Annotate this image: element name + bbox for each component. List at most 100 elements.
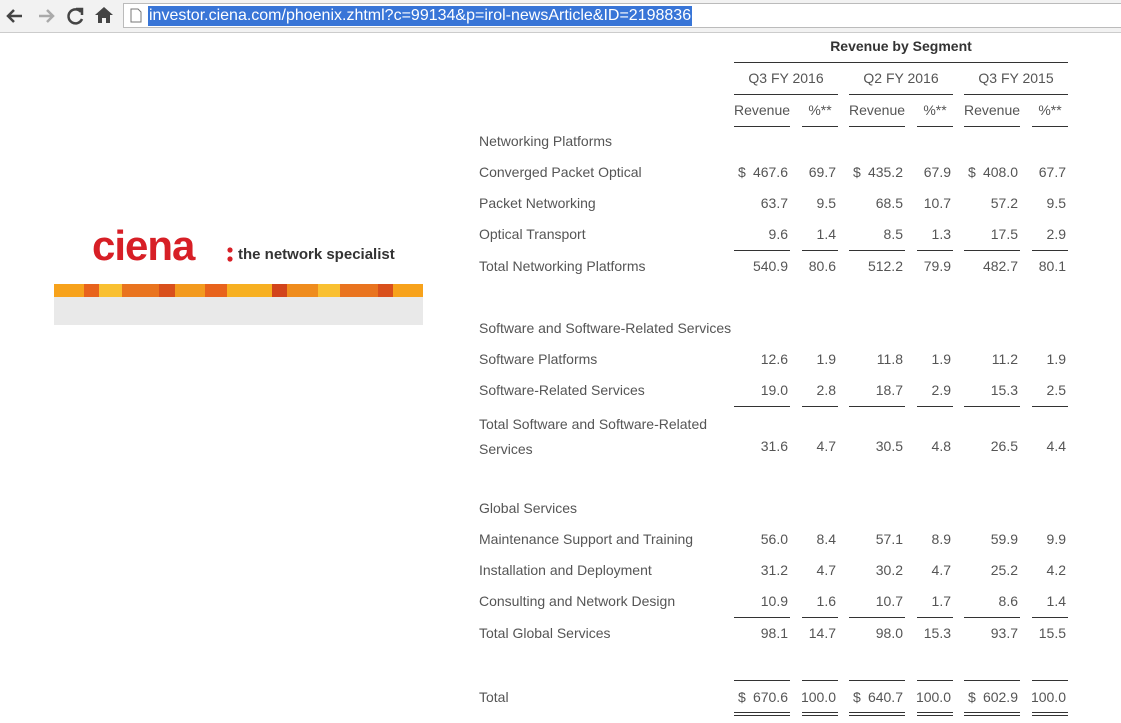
rule — [802, 680, 838, 681]
cell-value: 10.7 — [875, 593, 903, 609]
cell-value: 67.7 — [1038, 164, 1066, 180]
row-label: Consulting and Network Design — [479, 593, 676, 609]
nav-icons — [6, 7, 113, 25]
cell-value: 17.5 — [990, 226, 1018, 242]
rule — [849, 406, 905, 407]
table-title: Revenue by Segment — [830, 38, 972, 54]
currency-sign: $ — [738, 164, 746, 180]
cell-value: 57.1 — [875, 531, 903, 547]
currency-sign: $ — [738, 689, 746, 705]
row-label: Packet Networking — [479, 195, 596, 211]
cell-value: 56.0 — [760, 531, 788, 547]
rule — [1032, 406, 1068, 407]
column-header: Revenue — [849, 102, 906, 118]
rule — [1032, 712, 1068, 713]
row-label: Converged Packet Optical — [479, 164, 642, 180]
cell-value: 8.4 — [816, 531, 836, 547]
period-header: Q3 FY 2015 — [978, 70, 1054, 86]
rule — [849, 715, 905, 716]
section-label: Networking Platforms — [479, 133, 613, 149]
cell-value: 467.6 — [752, 164, 788, 180]
column-header: Revenue — [734, 102, 791, 118]
currency-sign: $ — [968, 164, 976, 180]
rule — [849, 126, 905, 127]
cell-value: 30.5 — [875, 438, 903, 454]
back-button[interactable] — [6, 9, 22, 23]
cell-value: 63.7 — [760, 195, 788, 211]
cell-value: 80.1 — [1038, 258, 1066, 274]
rule — [964, 406, 1020, 407]
cell-value: 9.5 — [1046, 195, 1066, 211]
logo-brand: ciena — [92, 222, 195, 269]
cell-value: 540.9 — [752, 258, 788, 274]
cell-value: 100.0 — [1030, 689, 1066, 705]
currency-sign: $ — [853, 689, 861, 705]
cell-value: 15.3 — [990, 382, 1018, 398]
cell-value: 11.2 — [991, 351, 1018, 367]
row-label: Software-Related Services — [479, 382, 645, 398]
section-label: Software and Software-Related Services — [479, 320, 732, 336]
cell-value: 98.0 — [875, 625, 903, 641]
rule — [849, 250, 905, 251]
cell-value: 1.4 — [1046, 593, 1066, 609]
cell-value: 15.5 — [1038, 625, 1066, 641]
cell-value: 12.6 — [760, 351, 788, 367]
cell-value: 4.7 — [816, 438, 836, 454]
cell-value: 1.9 — [931, 351, 951, 367]
rule — [1032, 715, 1068, 716]
reload-button[interactable] — [67, 7, 84, 25]
cell-value: 9.5 — [816, 195, 836, 211]
cell-value: 670.6 — [752, 689, 788, 705]
rule — [734, 250, 790, 251]
rule — [917, 250, 953, 251]
cell-value: 30.2 — [875, 562, 903, 578]
row-label: Total Software and Software-Related Serv… — [479, 416, 708, 457]
rule — [802, 617, 838, 618]
rule — [849, 680, 905, 681]
cell-value: 8.5 — [883, 226, 903, 242]
cell-value: 2.9 — [1046, 226, 1066, 242]
cell-value: 100.0 — [800, 689, 836, 705]
rule — [917, 715, 953, 716]
url-text[interactable]: investor.ciena.com/phoenix.zhtml?c=99134… — [148, 6, 693, 26]
cell-value: 640.7 — [867, 689, 903, 705]
cell-value: 11.8 — [876, 351, 903, 367]
cell-value: 512.2 — [867, 258, 903, 274]
rule — [964, 680, 1020, 681]
cell-value: 80.6 — [808, 258, 836, 274]
cell-value: 31.2 — [760, 562, 788, 578]
cell-value: 4.7 — [931, 562, 951, 578]
cell-value: 482.7 — [982, 258, 1018, 274]
rule — [917, 680, 953, 681]
cell-value: 1.7 — [931, 593, 951, 609]
cell-value: 1.6 — [816, 593, 836, 609]
rule — [734, 126, 790, 127]
rule — [964, 712, 1020, 713]
cell-value: 93.7 — [990, 625, 1018, 641]
cell-value: 1.4 — [816, 226, 836, 242]
cell-value: 2.5 — [1046, 382, 1066, 398]
rule — [734, 62, 1068, 63]
rule — [917, 712, 953, 713]
cell-value: 79.9 — [923, 258, 951, 274]
row-label: Total Global Services — [479, 625, 611, 641]
forward-button[interactable] — [39, 9, 55, 23]
home-button[interactable] — [95, 7, 113, 23]
logo-colon — [227, 247, 233, 262]
rule — [734, 617, 790, 618]
cell-value: 8.6 — [998, 593, 1018, 609]
rule — [734, 680, 790, 681]
cell-value: 10.9 — [760, 593, 788, 609]
rule — [964, 617, 1020, 618]
column-header: Revenue — [964, 102, 1021, 118]
cell-value: 2.8 — [816, 382, 836, 398]
cell-value: 4.7 — [816, 562, 836, 578]
cell-value: 31.6 — [760, 438, 788, 454]
column-header: %** — [808, 102, 832, 118]
cell-value: 98.1 — [760, 625, 788, 641]
rule — [1032, 680, 1068, 681]
cell-value: 1.3 — [931, 226, 951, 242]
cell-value: 10.7 — [923, 195, 951, 211]
cell-value: 8.9 — [931, 531, 951, 547]
cell-value: 68.5 — [875, 195, 903, 211]
